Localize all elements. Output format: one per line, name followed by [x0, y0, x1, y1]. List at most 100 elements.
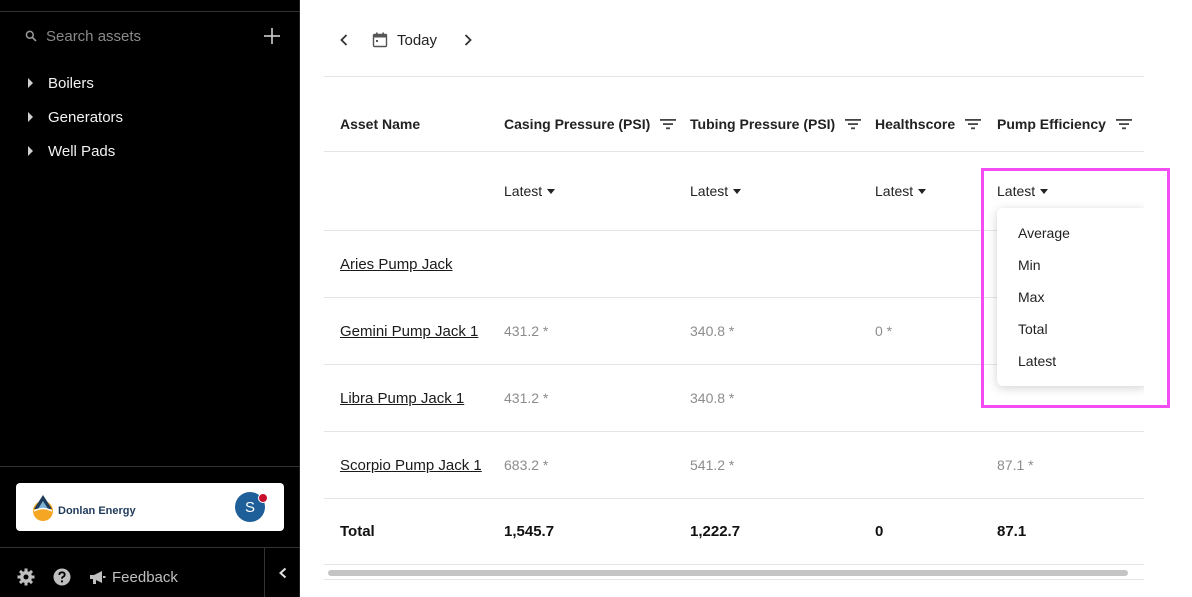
filter-icon[interactable] — [845, 117, 862, 131]
value-cell: 431.2 * — [504, 298, 686, 364]
aggregation-select-pump-efficiency[interactable]: Latest — [997, 183, 1049, 199]
add-asset-button[interactable] — [262, 26, 282, 46]
header-divider — [324, 76, 1144, 77]
caret-down-icon — [918, 189, 927, 194]
filter-icon[interactable] — [660, 117, 677, 131]
scrollbar-thumb[interactable] — [328, 570, 1128, 576]
caret-right-icon — [28, 78, 33, 88]
asset-tree: Boilers Generators Well Pads — [0, 66, 300, 168]
tree-item-generators[interactable]: Generators — [0, 100, 300, 134]
total-value: 87.1 — [997, 523, 1027, 540]
org-switcher[interactable]: Donlan Energy S — [16, 483, 284, 531]
asset-search-row — [0, 20, 300, 52]
total-cell: 87.1 — [997, 499, 1137, 564]
chevron-left-icon — [278, 567, 286, 578]
asset-link[interactable]: Libra Pump Jack 1 — [340, 389, 465, 407]
collapse-sidebar-button[interactable] — [264, 548, 300, 597]
value-cell: 340.8 * — [690, 298, 870, 364]
value-cell — [504, 231, 686, 297]
table-row: Libra Pump Jack 1 431.2 * 340.8 * — [324, 365, 1144, 432]
column-header-tubing-pressure: Tubing Pressure (PSI) — [690, 96, 870, 151]
total-cell: 1,222.7 — [690, 499, 870, 564]
column-header-healthscore: Healthscore — [875, 96, 993, 151]
tree-item-label: Boilers — [48, 74, 94, 92]
aggregation-label: Latest — [690, 183, 729, 199]
cell-value: 87.1 * — [997, 457, 1034, 473]
avatar-initial: S — [244, 498, 255, 516]
value-cell — [875, 365, 993, 431]
value-cell: 683.2 * — [504, 432, 686, 498]
asset-link[interactable]: Aries Pump Jack — [340, 255, 453, 273]
asset-data-table: Asset Name Casing Pressure (PSI) Tubing … — [324, 96, 1144, 565]
date-picker-button[interactable]: Today — [372, 28, 437, 52]
cell-value: 340.8 * — [690, 323, 735, 339]
value-cell: 541.2 * — [690, 432, 870, 498]
dropdown-options: Average Min Max Total Latest — [997, 208, 1147, 377]
horizontal-scrollbar[interactable] — [324, 566, 1144, 580]
asset-name-cell: Scorpio Pump Jack 1 — [340, 432, 500, 498]
previous-date-button[interactable] — [336, 32, 352, 48]
total-value: 0 — [875, 523, 884, 540]
column-header-label: Casing Pressure (PSI) — [504, 115, 651, 132]
total-cell: 1,545.7 — [504, 499, 686, 564]
viewport-edge — [1144, 200, 1174, 400]
aggregation-label: Latest — [504, 183, 543, 199]
search-input[interactable] — [46, 26, 246, 46]
asset-link[interactable]: Scorpio Pump Jack 1 — [340, 456, 482, 474]
asset-name-cell: Aries Pump Jack — [340, 231, 500, 297]
asset-name-cell: Libra Pump Jack 1 — [340, 365, 500, 431]
donlan-energy-logo-icon — [33, 495, 53, 521]
column-header-label: Pump Efficiency — [997, 115, 1106, 132]
aggregation-cell: Latest — [997, 152, 1137, 230]
dropdown-option-min[interactable]: Min — [1018, 257, 1041, 273]
caret-right-icon — [28, 146, 33, 156]
cell-value: 431.2 * — [504, 323, 549, 339]
cell-value: 683.2 * — [504, 457, 549, 473]
aggregation-label: Latest — [997, 183, 1036, 199]
column-header-asset-name: Asset Name — [340, 96, 500, 151]
filter-icon[interactable] — [965, 117, 982, 131]
aggregation-cell: Latest — [504, 152, 686, 230]
total-label-cell: Total — [340, 499, 500, 564]
value-cell — [875, 231, 993, 297]
asset-name-cell: Gemini Pump Jack 1 — [340, 298, 500, 364]
aggregation-cell: Latest — [690, 152, 870, 230]
total-value: 1,222.7 — [690, 523, 741, 540]
caret-down-icon — [1040, 189, 1049, 194]
feedback-label: Feedback — [112, 568, 178, 586]
aggregation-select-tubing-pressure[interactable]: Latest — [690, 183, 742, 199]
dropdown-option-average[interactable]: Average — [1018, 225, 1070, 241]
gear-icon[interactable] — [17, 568, 35, 586]
aggregation-select-casing-pressure[interactable]: Latest — [504, 183, 556, 199]
cell-value: 0 * — [875, 323, 893, 339]
caret-down-icon — [547, 189, 556, 194]
next-date-button[interactable] — [460, 32, 476, 48]
cell-value: 431.2 * — [504, 390, 549, 406]
table-row: Aries Pump Jack — [324, 231, 1144, 298]
total-value: 1,545.7 — [504, 523, 555, 540]
cell-value: 340.8 * — [690, 390, 735, 406]
dropdown-option-latest[interactable]: Latest — [1018, 353, 1057, 369]
notification-dot — [258, 493, 268, 503]
value-cell: 0 * — [875, 298, 993, 364]
column-header-casing-pressure: Casing Pressure (PSI) — [504, 96, 686, 151]
help-icon[interactable] — [53, 568, 71, 586]
total-label: Total — [340, 523, 375, 540]
megaphone-icon — [90, 570, 106, 584]
table-row: Scorpio Pump Jack 1 683.2 * 541.2 * 87.1… — [324, 432, 1144, 499]
column-header-label: Asset Name — [340, 115, 421, 132]
table-row: Gemini Pump Jack 1 431.2 * 340.8 * 0 * — [324, 298, 1144, 365]
aggregation-row: Latest Latest Latest Latest — [324, 152, 1144, 231]
asset-link[interactable]: Gemini Pump Jack 1 — [340, 322, 479, 340]
aggregation-select-healthscore[interactable]: Latest — [875, 183, 927, 199]
value-cell: 431.2 * — [504, 365, 686, 431]
feedback-button[interactable]: Feedback — [89, 566, 178, 588]
tree-item-label: Generators — [48, 108, 124, 126]
filter-icon[interactable] — [1115, 117, 1132, 131]
dropdown-option-total[interactable]: Total — [1018, 321, 1048, 337]
tree-item-well-pads[interactable]: Well Pads — [0, 134, 300, 168]
total-cell: 0 — [875, 499, 993, 564]
dropdown-option-max[interactable]: Max — [1018, 289, 1045, 305]
tree-item-boilers[interactable]: Boilers — [0, 66, 300, 100]
value-cell — [875, 432, 993, 498]
